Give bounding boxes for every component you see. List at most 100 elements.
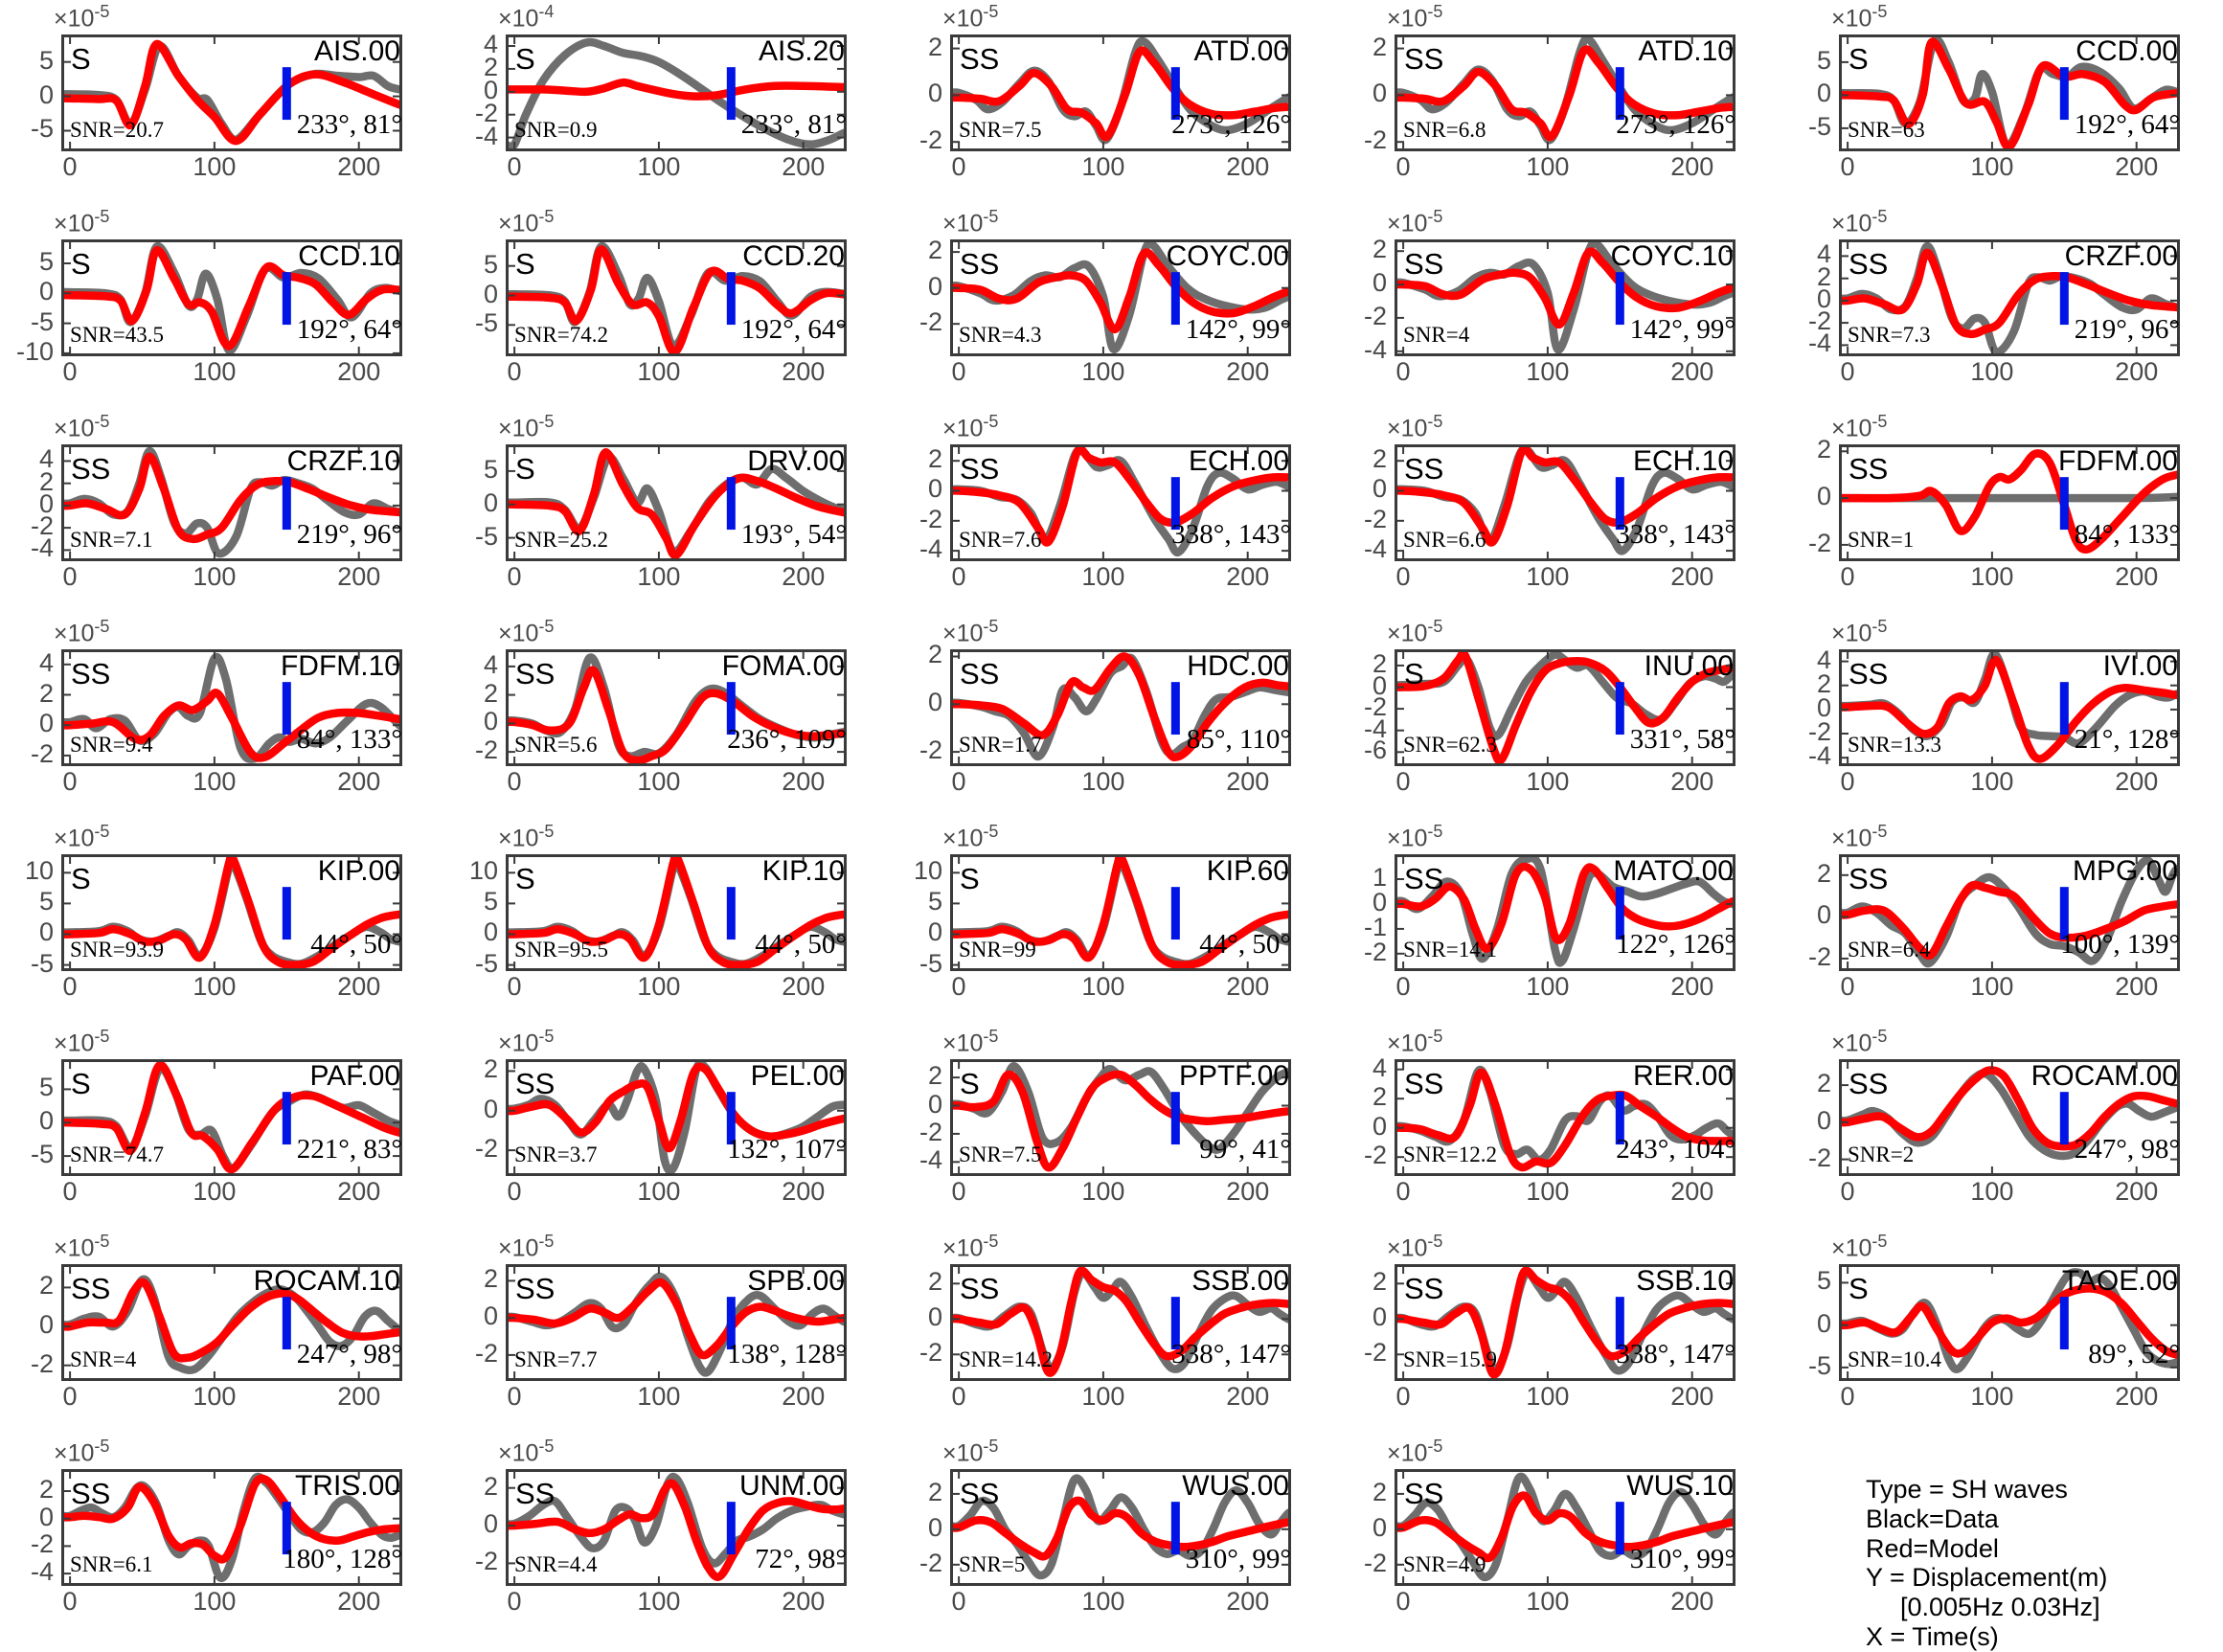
station-label: ATD.00 xyxy=(1193,35,1289,67)
phase-label: SS xyxy=(960,657,1000,690)
pick-marker xyxy=(1170,1502,1180,1555)
axis-border xyxy=(1395,34,1735,151)
y-tick-label: -2 xyxy=(30,511,54,541)
phase-label: SS xyxy=(1849,1067,1889,1100)
snr-label: SNR=63 xyxy=(1848,118,1925,142)
station-label: KIP.10 xyxy=(761,855,845,887)
snr-label: SNR=25.2 xyxy=(514,528,608,552)
y-tick-label: 2 xyxy=(927,1478,942,1507)
x-tick-label: 0 xyxy=(1395,152,1411,181)
seismogram-panel: ×10-5 SS ROCAM.00 SNR=2 247°, 98° 2 0 -2 0 1… xyxy=(1778,1025,2222,1230)
times-ten-text: ×10 xyxy=(54,415,95,442)
y-tick-label: 2 xyxy=(1372,1082,1387,1112)
phase-label: S xyxy=(71,862,91,895)
seismogram-panel: ×10-5 SS ECH.10 SNR=6.6 338°, 143° 2 0 -2-… xyxy=(1333,410,1778,615)
azimuth-distance-label: 84°, 133° xyxy=(296,724,402,755)
y-tick-label: -5 xyxy=(30,114,54,144)
x-tick-label: 0 xyxy=(1395,767,1411,796)
phase-label: SS xyxy=(1404,862,1444,895)
pick-marker xyxy=(2059,1297,2069,1350)
azimuth-distance-label: 331°, 58° xyxy=(1629,724,1735,755)
x-tick-label: 100 xyxy=(1526,1587,1570,1616)
y-tick-label: 0 xyxy=(38,489,54,519)
times-ten-text: ×10 xyxy=(1831,825,1872,852)
x-tick-label: 100 xyxy=(1081,562,1125,591)
snr-label: SNR=15.9 xyxy=(1403,1347,1497,1371)
station-label: IVI.00 xyxy=(2102,650,2178,682)
phase-label: S xyxy=(515,452,535,486)
times-ten-text: ×10 xyxy=(54,5,95,33)
phase-label: SS xyxy=(515,1067,556,1100)
azimuth-distance-label: 236°, 109° xyxy=(727,724,847,755)
exponent-value: -5 xyxy=(1427,1437,1443,1456)
times-ten-text: ×10 xyxy=(1387,620,1428,647)
plot-box xyxy=(950,1469,1291,1586)
snr-label: SNR=13.3 xyxy=(1848,733,1941,757)
y-tick-label: 2 xyxy=(927,1267,942,1297)
x-tick-label: 100 xyxy=(1526,767,1570,796)
exponent-value: -4 xyxy=(538,2,555,21)
station-label: FDFM.10 xyxy=(280,650,400,682)
azimuth-distance-label: 84°, 133° xyxy=(2074,519,2180,550)
phase-label: SS xyxy=(515,657,556,690)
y-tick-label: 2 xyxy=(483,1264,498,1294)
y-exponent-label: ×10-5 xyxy=(54,1027,109,1057)
exponent-value: -5 xyxy=(1427,1232,1443,1251)
waveform-plot xyxy=(950,444,1291,561)
exponent-value: -5 xyxy=(983,412,999,431)
exponent-value: -5 xyxy=(94,207,110,226)
snr-label: SNR=10.4 xyxy=(1848,1347,1941,1371)
axis-border xyxy=(950,854,1291,971)
times-ten-text: ×10 xyxy=(54,620,95,647)
snr-label: SNR=74.2 xyxy=(514,323,608,347)
axis-border xyxy=(61,34,402,151)
x-tick-label: 200 xyxy=(1670,1587,1714,1616)
station-label: MPG.00 xyxy=(2072,855,2178,887)
y-tick-label: 2 xyxy=(1372,1267,1387,1297)
y-tick-label: -4 xyxy=(919,1145,942,1175)
phase-label: SS xyxy=(1849,247,1889,281)
x-tick-label: 0 xyxy=(1840,152,1855,181)
axis-border xyxy=(950,34,1291,151)
pick-marker xyxy=(1170,67,1180,121)
exponent-value: -5 xyxy=(1427,1027,1443,1046)
station-label: AIS.20 xyxy=(758,35,845,67)
times-ten-text: ×10 xyxy=(942,210,984,238)
model-waveform xyxy=(1395,1068,1735,1172)
waveform-plot xyxy=(506,649,847,766)
axis-border xyxy=(1839,854,2180,971)
exponent-value: -5 xyxy=(94,1027,110,1046)
waveform-plot xyxy=(1839,1264,2180,1381)
y-tick-label: -2 xyxy=(919,504,942,533)
pick-marker xyxy=(726,1502,736,1555)
axis-border xyxy=(61,1469,402,1586)
y-tick-label: 4 xyxy=(38,647,54,677)
azimuth-distance-label: 219°, 96° xyxy=(2074,314,2180,345)
times-ten-text: ×10 xyxy=(942,5,984,33)
axis-border xyxy=(506,1469,847,1586)
model-waveform xyxy=(1395,1266,1735,1379)
snr-label: SNR=43.5 xyxy=(70,323,164,347)
x-tick-label: 0 xyxy=(62,1177,78,1206)
azimuth-distance-label: 247°, 98° xyxy=(296,1339,402,1369)
y-tick-label: 0 xyxy=(1816,482,1831,511)
y-tick-label: 4 xyxy=(1816,239,1831,269)
exponent-value: -5 xyxy=(983,617,999,636)
station-label: RER.00 xyxy=(1632,1060,1734,1092)
y-tick-label: 0 xyxy=(1372,670,1387,700)
y-exponent-label: ×10-5 xyxy=(498,617,554,647)
axis-border xyxy=(1395,239,1735,356)
plot-box xyxy=(61,854,402,971)
azimuth-distance-label: 44°, 50° xyxy=(1199,929,1291,960)
exponent-value: -5 xyxy=(1427,617,1443,636)
x-tick-label: 100 xyxy=(637,767,681,796)
x-tick-label: 0 xyxy=(1395,972,1411,1001)
y-tick-label: -2 xyxy=(474,735,498,765)
y-tick-label: 0 xyxy=(927,271,942,301)
pick-marker xyxy=(1615,682,1624,735)
model-waveform xyxy=(61,689,402,762)
azimuth-distance-label: 310°, 99° xyxy=(1185,1544,1291,1574)
y-exponent-label: ×10-5 xyxy=(498,1232,554,1262)
x-tick-label: 0 xyxy=(1395,1177,1411,1206)
